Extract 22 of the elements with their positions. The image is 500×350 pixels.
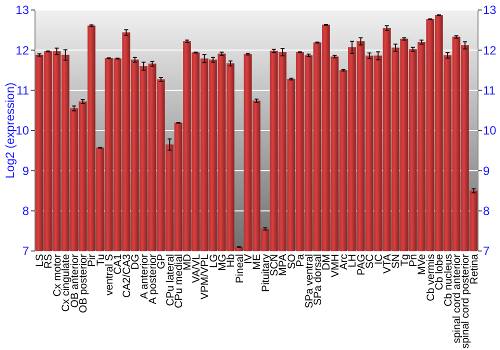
y-axis-title: Log2 (expression) [3,82,18,179]
x-tick-label: DG [130,254,142,270]
x-tick-label: SPa dorsal [312,254,324,306]
y2-tick-label: 9 [483,164,490,178]
x-tick-label: Tg [398,254,411,266]
x-tick-label: RS [42,254,55,269]
y2-tick-label: 13 [483,3,497,18]
y2-tick-label: 11 [483,84,496,98]
x-tick-label: SO [286,254,298,270]
y2-tick-label: 12 [483,43,497,58]
y2-tick-label: 7 [483,244,490,258]
y-tick-label: 9 [22,164,30,178]
y2-tick-label: 10 [483,124,497,138]
y-tick-label: 8 [22,204,30,218]
y-tick-label: 11 [16,84,30,98]
y-tick-label: 10 [16,124,30,138]
y-tick-label: 13 [16,3,30,18]
y-tick-label: 7 [22,244,30,258]
y-tick-label: 12 [16,43,30,58]
x-tick-label: OB posterior [77,254,90,313]
y2-tick-label: 8 [483,204,490,218]
x-tick-label: A posterior [146,254,159,304]
